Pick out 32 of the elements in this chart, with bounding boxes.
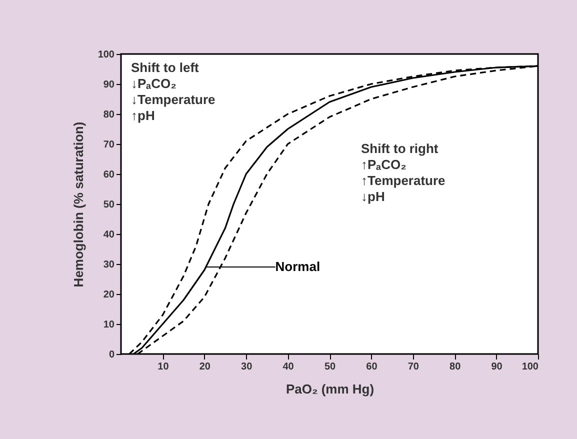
x-tick-label: 70 (408, 362, 420, 372)
x-axis-title: PaO₂ (mm Hg) (286, 382, 374, 396)
annotation: ↓Temperature (131, 92, 216, 107)
x-tick-label: 100 (522, 362, 539, 372)
annotation: ↓pH (361, 189, 385, 204)
annotation: Normal (275, 259, 320, 274)
annotation: ↓PₐCO₂ (131, 76, 177, 91)
x-tick-label: 60 (366, 362, 378, 372)
x-tick-label: 90 (491, 362, 503, 372)
y-axis-title: Hemoglobin (% saturation) (70, 122, 86, 288)
x-tick-label: 10 (158, 362, 170, 372)
y-tick-label: 50 (103, 200, 115, 210)
annotation: ↑pH (131, 108, 155, 123)
x-tick-label: 80 (450, 362, 462, 372)
y-tick-label: 40 (103, 230, 115, 240)
x-tick-label: 20 (199, 362, 211, 372)
x-tick-label: 40 (282, 362, 294, 372)
y-tick-label: 0 (108, 350, 115, 360)
y-tick-label: 20 (103, 290, 115, 300)
y-tick-label: 70 (103, 140, 115, 150)
y-tick-label: 80 (103, 110, 115, 120)
y-tick-label: 30 (103, 260, 115, 270)
annotation: ↑PₐCO₂ (361, 157, 407, 172)
annotation: ↑Temperature (361, 173, 446, 188)
annotation: Shift to right (361, 141, 439, 156)
x-tick-label: 50 (324, 362, 336, 372)
y-tick-label: 100 (98, 50, 115, 60)
y-tick-label: 60 (103, 170, 115, 180)
annotation: Shift to left (131, 60, 200, 75)
y-tick-label: 10 (103, 320, 115, 330)
y-tick-label: 90 (103, 80, 115, 90)
x-tick-label: 30 (241, 362, 253, 372)
